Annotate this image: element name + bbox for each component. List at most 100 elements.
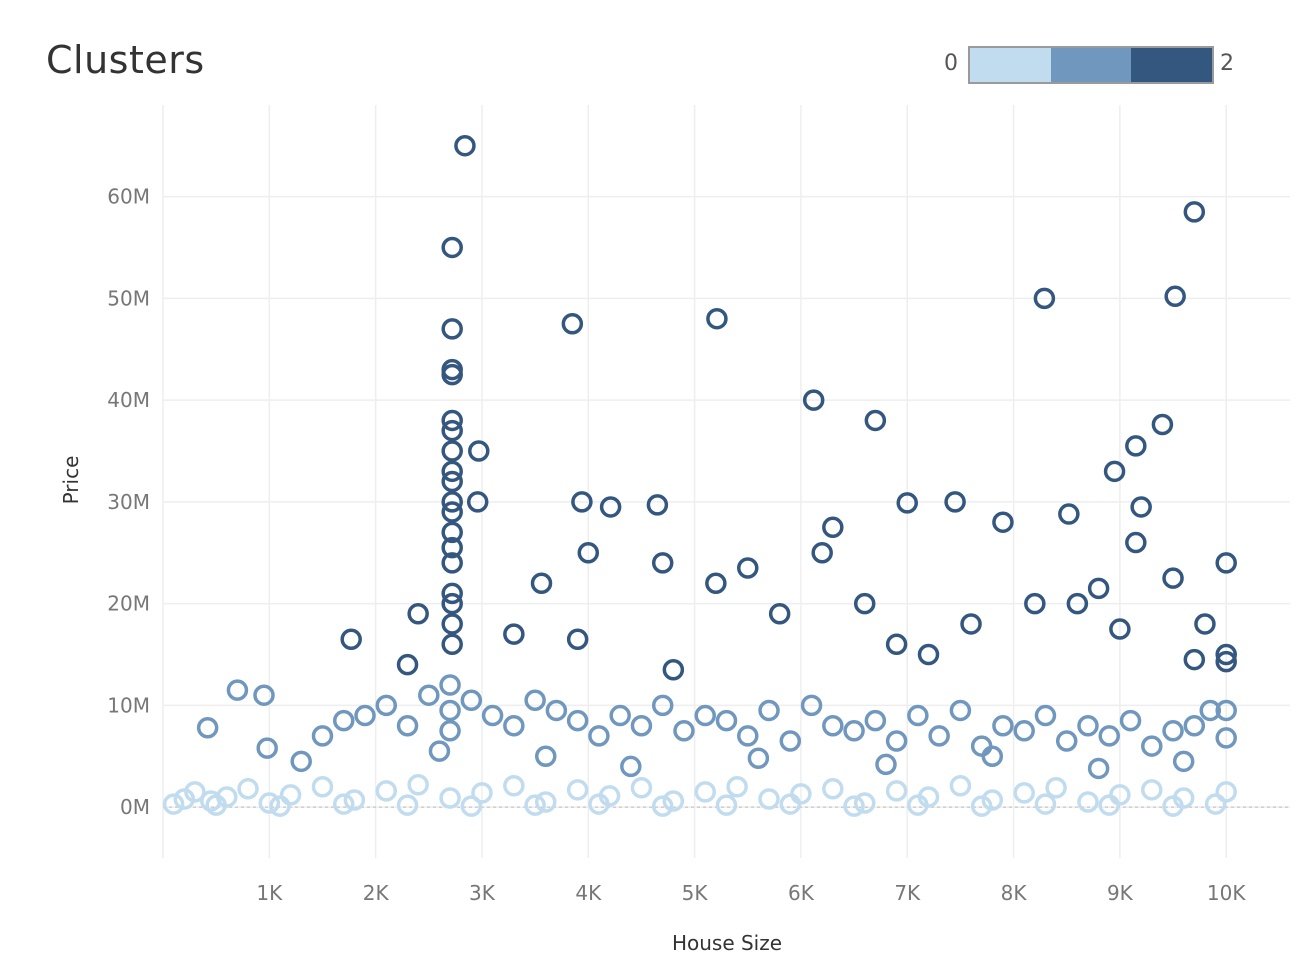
data-point-cluster-2 [466, 491, 489, 513]
data-point-cluster-2 [441, 491, 463, 513]
data-point-cluster-1 [620, 755, 642, 778]
data-point-cluster-2 [885, 633, 908, 656]
y-tick-label: 20M [107, 592, 150, 616]
data-point-cluster-1 [1087, 757, 1110, 780]
data-point-cluster-0 [162, 793, 185, 815]
x-tick-label: 5K [682, 881, 709, 905]
data-point-cluster-1 [1183, 714, 1206, 737]
data-point-cluster-1 [651, 694, 674, 717]
data-point-cluster-2 [441, 460, 463, 483]
data-point-cluster-0 [1034, 793, 1057, 815]
data-point-cluster-1 [311, 725, 334, 747]
data-point-cluster-2 [864, 409, 887, 432]
data-point-cluster-0 [269, 795, 291, 817]
data-point-cluster-2 [822, 516, 844, 539]
data-point-cluster-0 [1098, 794, 1121, 816]
data-point-cluster-2 [1024, 592, 1046, 615]
data-point-cluster-2 [566, 628, 589, 650]
data-point-cluster-2 [896, 492, 918, 514]
data-point-cluster-1 [970, 735, 993, 757]
data-point-cluster-1 [747, 747, 770, 770]
data-point-cluster-0 [907, 794, 929, 816]
x-tick-label: 2K [363, 881, 390, 905]
data-point-cluster-1 [673, 720, 695, 742]
data-point-cluster-1 [1077, 714, 1099, 737]
data-point-cluster-2 [441, 552, 463, 574]
data-point-cluster-1 [875, 753, 897, 776]
data-point-cluster-0 [949, 775, 972, 797]
data-point-cluster-2 [992, 511, 1014, 533]
y-tick-label: 30M [107, 490, 150, 514]
data-point-cluster-0 [535, 791, 557, 813]
data-point-cluster-1 [694, 704, 716, 727]
data-point-cluster-1 [609, 704, 631, 727]
y-axis-title: Price [59, 456, 83, 505]
legend-swatch-cluster-0 [970, 48, 1051, 82]
data-point-cluster-2 [561, 313, 584, 335]
data-point-cluster-2 [802, 389, 825, 411]
data-point-cluster-2 [571, 491, 593, 513]
data-point-cluster-0 [715, 794, 738, 816]
data-point-cluster-0 [1077, 791, 1099, 813]
x-axis-ticks: 1K 2K 3K 4K 5K 6K 7K 8K 9K 10K [256, 881, 1246, 905]
data-point-cluster-2 [1164, 285, 1186, 308]
y-tick-label: 0M [120, 795, 150, 819]
data-point-cluster-0 [853, 792, 876, 814]
data-point-cluster-0 [407, 773, 429, 796]
data-point-cluster-2 [768, 603, 791, 625]
chart-title: Clusters [46, 38, 205, 82]
data-point-cluster-2 [1215, 643, 1237, 666]
y-tick-label: 50M [107, 286, 150, 310]
data-point-cluster-0 [471, 782, 493, 804]
data-point-cluster-2 [737, 557, 759, 579]
data-point-cluster-2 [340, 628, 362, 650]
data-point-cluster-2 [853, 592, 876, 615]
data-point-cluster-0 [779, 793, 802, 815]
data-point-cluster-1 [439, 699, 461, 722]
data-point-cluster-2 [441, 409, 463, 432]
data-point-cluster-2 [503, 623, 525, 645]
data-points [162, 134, 1237, 817]
data-point-cluster-1 [1162, 720, 1184, 742]
data-point-cluster-2 [441, 521, 463, 544]
x-axis-title: House Size [672, 931, 782, 955]
data-point-cluster-1 [758, 699, 780, 722]
data-point-cluster-0 [524, 794, 546, 816]
x-tick-label: 8K [1001, 881, 1028, 905]
data-point-cluster-1 [1013, 720, 1035, 742]
data-point-cluster-0 [885, 780, 908, 802]
data-point-cluster-1 [418, 684, 440, 706]
data-point-cluster-1 [566, 709, 589, 732]
data-point-cluster-1 [630, 714, 653, 737]
data-point-cluster-2 [1215, 552, 1237, 574]
data-point-cluster-2 [441, 363, 463, 386]
data-point-cluster-1 [885, 730, 908, 752]
data-point-cluster-0 [396, 794, 419, 816]
data-point-cluster-0 [1141, 779, 1163, 801]
x-tick-label: 6K [788, 881, 815, 905]
x-tick-label: 3K [469, 881, 496, 905]
data-point-cluster-2 [441, 470, 463, 493]
data-point-cluster-0 [1045, 777, 1067, 799]
data-point-cluster-2 [441, 419, 463, 442]
data-point-cluster-1 [481, 704, 504, 727]
data-point-cluster-1 [588, 725, 610, 747]
data-point-cluster-1 [524, 689, 546, 712]
data-point-cluster-1 [800, 694, 823, 717]
data-point-cluster-2 [1087, 577, 1110, 600]
data-point-cluster-0 [184, 781, 206, 803]
data-point-cluster-2 [662, 659, 685, 681]
data-point-cluster-0 [726, 776, 748, 798]
data-point-cluster-0 [1162, 795, 1184, 817]
data-point-cluster-1 [439, 674, 461, 696]
data-point-cluster-0 [503, 775, 525, 797]
data-point-cluster-0 [970, 795, 993, 817]
data-point-cluster-1 [1199, 699, 1222, 722]
data-point-cluster-0 [588, 793, 610, 815]
data-point-cluster-0 [651, 795, 674, 817]
y-tick-label: 40M [107, 388, 150, 412]
data-point-cluster-2 [441, 318, 463, 340]
data-point-cluster-1 [332, 709, 355, 732]
data-point-cluster-2 [1125, 435, 1147, 457]
